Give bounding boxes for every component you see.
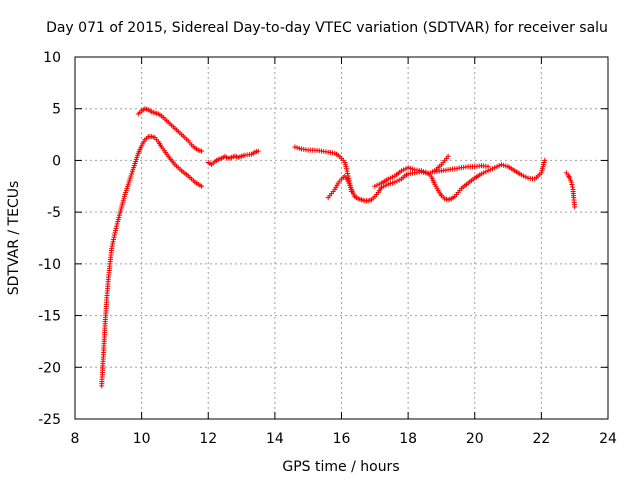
x-tick-label: 16 xyxy=(333,431,351,447)
data-point xyxy=(390,180,396,186)
data-point xyxy=(421,168,427,174)
data-point xyxy=(372,183,378,189)
data-point xyxy=(390,174,396,180)
data-point xyxy=(112,230,118,236)
data-point xyxy=(401,167,407,173)
data-point xyxy=(387,175,393,181)
data-point xyxy=(523,174,529,180)
x-tick-label: 10 xyxy=(133,431,151,447)
data-point xyxy=(483,169,489,175)
series-arc-1 xyxy=(99,134,205,389)
data-point xyxy=(490,166,496,172)
data-point xyxy=(494,164,500,170)
data-point xyxy=(423,169,429,175)
y-tick-label: -15 xyxy=(38,309,61,325)
data-point xyxy=(478,171,484,177)
data-point xyxy=(418,168,424,174)
data-point xyxy=(569,184,575,190)
y-tick-label: 10 xyxy=(43,50,61,66)
y-tick-label: 5 xyxy=(52,102,61,118)
chart-title: Day 071 of 2015, Sidereal Day-to-day VTE… xyxy=(46,20,608,36)
data-point xyxy=(518,172,524,178)
y-tick-label: -10 xyxy=(38,257,61,273)
data-point xyxy=(498,162,504,168)
data-point xyxy=(294,145,300,151)
data-point xyxy=(403,166,409,172)
data-point xyxy=(542,157,548,163)
x-tick-label: 8 xyxy=(71,431,80,447)
data-point xyxy=(496,163,502,169)
data-point xyxy=(343,166,349,172)
y-tick-label: 0 xyxy=(52,153,61,169)
data-point xyxy=(492,165,498,171)
data-point xyxy=(405,165,411,171)
data-point xyxy=(503,163,509,169)
data-point xyxy=(376,181,382,187)
x-tick-label: 12 xyxy=(199,431,217,447)
data-point xyxy=(292,144,298,150)
data-point xyxy=(255,148,261,154)
x-tick-label: 24 xyxy=(599,431,617,447)
data-point xyxy=(521,173,527,179)
data-point xyxy=(485,164,491,170)
data-point xyxy=(113,225,119,231)
data-point xyxy=(396,177,402,183)
data-points xyxy=(99,106,578,389)
series-arc-3 xyxy=(205,148,261,168)
data-point xyxy=(385,176,391,182)
data-point xyxy=(568,179,574,185)
x-tick-label: 22 xyxy=(532,431,550,447)
data-point xyxy=(569,182,575,188)
axis-ticks: 8 10 12 14 16 18 20 22 24 -25 -20 -15 -10 -5 0 5 10 xyxy=(38,50,617,447)
y-tick-label: -25 xyxy=(38,412,61,428)
x-tick-label: 18 xyxy=(399,431,417,447)
series-arc-5 xyxy=(325,153,451,204)
data-point xyxy=(407,165,413,171)
x-axis-label: GPS time / hours xyxy=(282,459,399,475)
y-axis-label: SDTVAR / TECUs xyxy=(6,181,22,296)
data-point xyxy=(114,223,120,229)
x-tick-label: 14 xyxy=(266,431,284,447)
data-point xyxy=(345,171,351,177)
data-point xyxy=(381,183,387,189)
series-arc-4 xyxy=(292,144,354,194)
data-point xyxy=(501,162,507,168)
data-point xyxy=(344,168,350,174)
data-point xyxy=(410,166,416,172)
y-tick-label: -20 xyxy=(38,360,61,376)
data-point xyxy=(445,153,451,159)
series-arc-7 xyxy=(432,163,491,175)
data-point xyxy=(383,182,389,188)
data-point xyxy=(199,183,205,189)
y-tick-label: -5 xyxy=(47,205,61,221)
data-point xyxy=(392,179,398,185)
data-point xyxy=(374,182,380,188)
data-point xyxy=(481,170,487,176)
data-point xyxy=(387,181,393,187)
data-point xyxy=(199,148,205,154)
data-point xyxy=(398,168,404,174)
data-point xyxy=(296,145,302,151)
data-point xyxy=(487,167,493,173)
data-point xyxy=(113,228,119,234)
series-arc-8 xyxy=(563,170,578,210)
data-point xyxy=(115,219,121,225)
data-point xyxy=(394,178,400,184)
data-point xyxy=(572,204,578,210)
series-arc-2 xyxy=(135,106,205,154)
data-point xyxy=(114,221,120,227)
data-point xyxy=(385,181,391,187)
x-tick-label: 20 xyxy=(466,431,484,447)
series-arc-6 xyxy=(372,157,548,203)
